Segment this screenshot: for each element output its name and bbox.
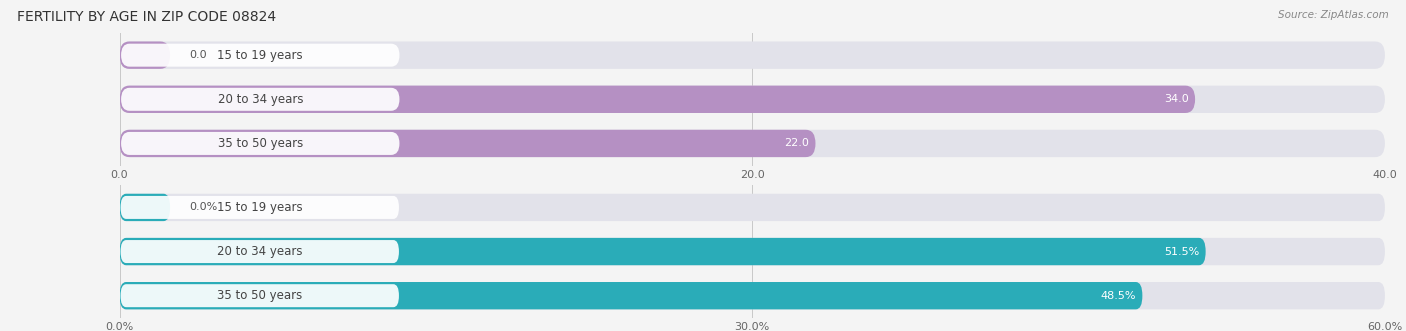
FancyBboxPatch shape: [120, 86, 1385, 113]
FancyBboxPatch shape: [120, 282, 1385, 309]
FancyBboxPatch shape: [120, 238, 1206, 265]
FancyBboxPatch shape: [120, 41, 170, 69]
Text: 0.0: 0.0: [190, 50, 207, 60]
FancyBboxPatch shape: [121, 88, 399, 111]
Text: FERTILITY BY AGE IN ZIP CODE 08824: FERTILITY BY AGE IN ZIP CODE 08824: [17, 10, 276, 24]
Text: Source: ZipAtlas.com: Source: ZipAtlas.com: [1278, 10, 1389, 20]
Text: 51.5%: 51.5%: [1164, 247, 1199, 257]
Text: 15 to 19 years: 15 to 19 years: [217, 201, 302, 214]
FancyBboxPatch shape: [121, 44, 399, 67]
FancyBboxPatch shape: [120, 130, 815, 157]
FancyBboxPatch shape: [120, 238, 1385, 265]
FancyBboxPatch shape: [120, 130, 1385, 157]
FancyBboxPatch shape: [120, 86, 1195, 113]
Text: 0.0%: 0.0%: [188, 203, 218, 213]
Text: 22.0: 22.0: [785, 138, 810, 148]
Text: 35 to 50 years: 35 to 50 years: [217, 289, 302, 302]
Text: 48.5%: 48.5%: [1101, 291, 1136, 301]
FancyBboxPatch shape: [120, 194, 170, 221]
FancyBboxPatch shape: [120, 194, 1385, 221]
Text: 34.0: 34.0: [1164, 94, 1189, 104]
FancyBboxPatch shape: [120, 282, 1142, 309]
Text: 15 to 19 years: 15 to 19 years: [218, 49, 304, 62]
FancyBboxPatch shape: [121, 132, 399, 155]
Text: 20 to 34 years: 20 to 34 years: [217, 245, 302, 258]
Text: 35 to 50 years: 35 to 50 years: [218, 137, 302, 150]
Text: 20 to 34 years: 20 to 34 years: [218, 93, 304, 106]
FancyBboxPatch shape: [121, 240, 399, 263]
FancyBboxPatch shape: [120, 41, 1385, 69]
FancyBboxPatch shape: [121, 196, 399, 219]
FancyBboxPatch shape: [121, 284, 399, 307]
